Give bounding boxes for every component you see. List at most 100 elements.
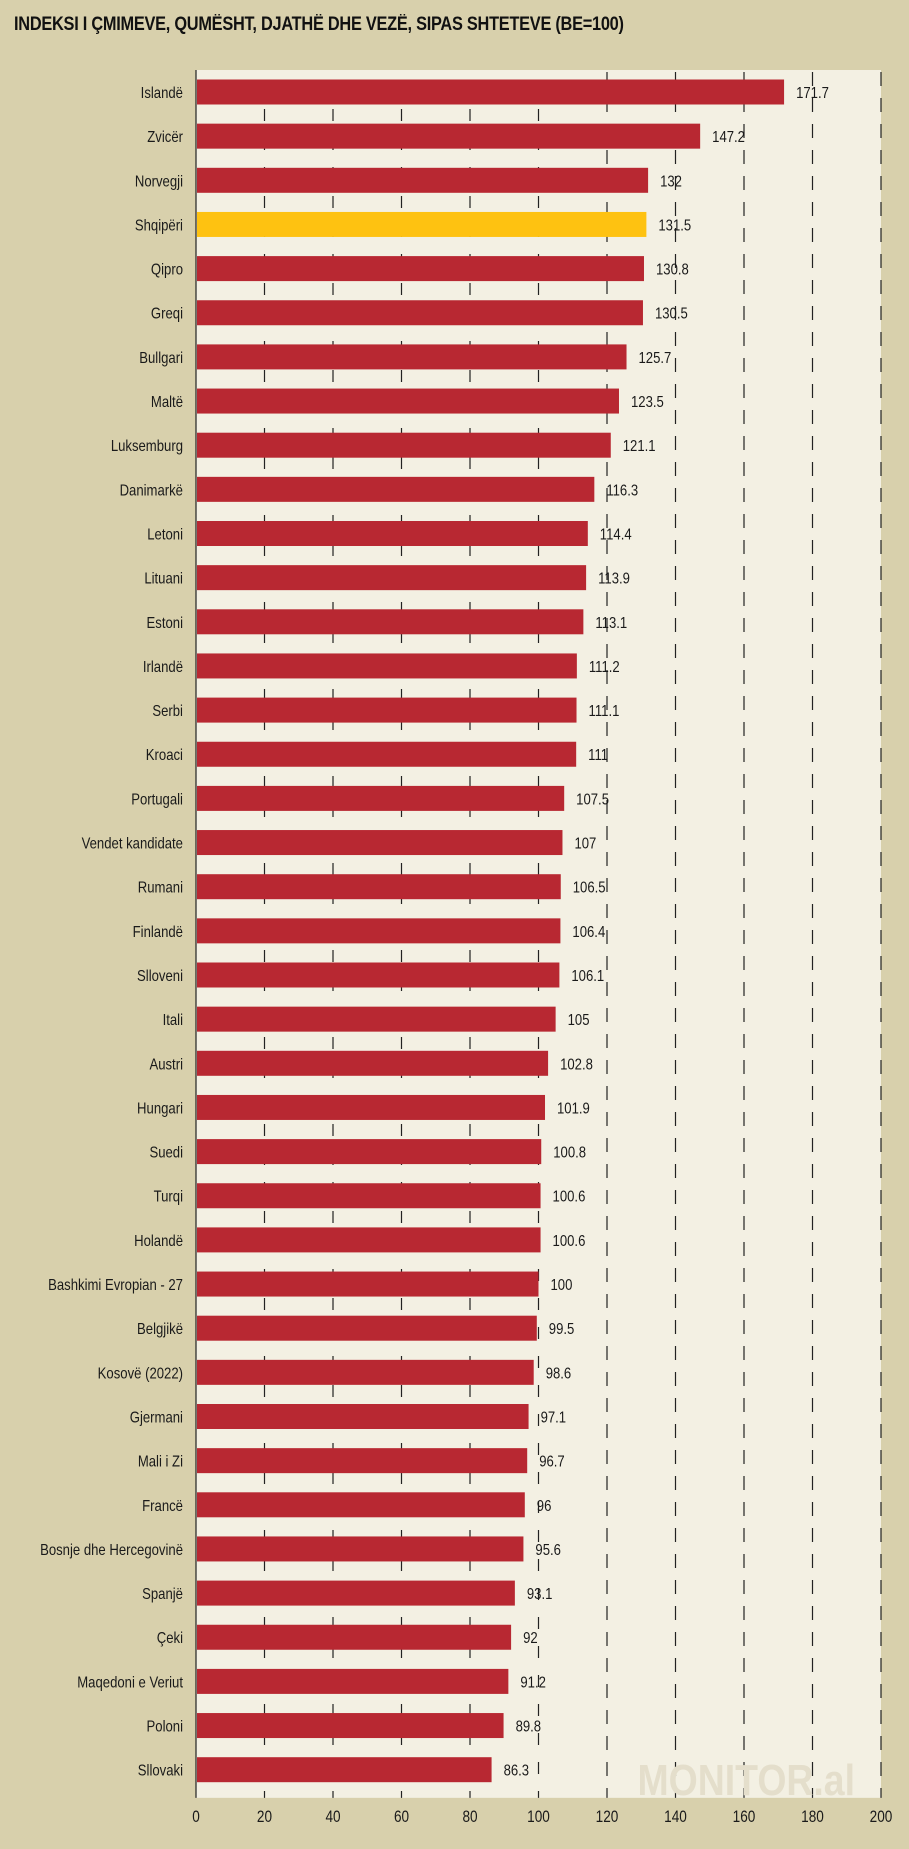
bar (197, 1139, 542, 1165)
value-label: 107.5 (576, 791, 609, 808)
value-label: 89.8 (516, 1718, 542, 1735)
bar (197, 432, 611, 458)
category-label: Rumani (138, 880, 183, 897)
value-label: 106.4 (572, 924, 605, 941)
value-label: 96 (537, 1498, 552, 1515)
x-tick-label: 120 (596, 1807, 619, 1826)
bar (197, 1404, 529, 1429)
category-label: Kosovë (2022) (98, 1365, 183, 1382)
category-label: Austri (149, 1056, 183, 1073)
x-tick-label: 20 (257, 1807, 272, 1826)
category-label: Irlandë (143, 659, 183, 676)
value-label: 106.1 (571, 968, 604, 985)
category-label: Shqipëri (135, 217, 183, 234)
bar (197, 1713, 504, 1739)
value-label: 147.2 (712, 129, 745, 146)
value-label: 86.3 (504, 1763, 530, 1780)
bar (197, 1050, 549, 1076)
category-label: Bullgari (139, 350, 183, 367)
category-label: Poloni (147, 1718, 183, 1735)
x-tick-label: 200 (870, 1807, 893, 1826)
value-label: 100.6 (553, 1233, 586, 1250)
bar (197, 830, 563, 856)
bar (197, 211, 647, 237)
x-tick-label: 100 (527, 1807, 550, 1826)
category-label: Slloveni (137, 968, 183, 985)
category-label: Serbi (152, 703, 183, 720)
value-label: 111.1 (589, 703, 620, 720)
category-label: Hungari (137, 1100, 183, 1117)
category-label: Maltë (151, 394, 183, 411)
category-label: Zvicër (147, 129, 183, 146)
bar (197, 167, 649, 193)
category-label: Kroaci (146, 747, 183, 764)
value-label: 98.6 (546, 1365, 572, 1382)
bar (197, 1668, 509, 1694)
value-label: 105 (568, 1012, 590, 1029)
bar (197, 1492, 525, 1518)
category-label: Itali (163, 1012, 183, 1029)
chart-title: INDEKSI I ÇMIMEVE, QUMËSHT, DJATHË DHE V… (14, 14, 624, 35)
value-label: 130.5 (655, 306, 688, 323)
value-label: 96.7 (539, 1454, 565, 1471)
value-label: 101.9 (557, 1100, 590, 1117)
bar (197, 697, 577, 723)
value-label: 95.6 (535, 1542, 561, 1559)
category-label: Finlandë (133, 924, 183, 941)
category-label: Portugali (131, 791, 183, 808)
category-label: Luksemburg (111, 438, 183, 455)
bar (197, 256, 644, 282)
category-label: Qipro (151, 261, 183, 278)
bar (197, 1315, 537, 1341)
value-label: 100 (551, 1277, 573, 1294)
value-label: 171.7 (796, 85, 829, 102)
bar (197, 1359, 534, 1385)
x-tick-label: 60 (394, 1807, 409, 1826)
category-label: Spanjë (142, 1586, 183, 1603)
bar (197, 741, 577, 767)
bar (197, 962, 560, 988)
category-label: Belgjikë (137, 1321, 183, 1338)
value-label: 113.9 (598, 571, 630, 588)
value-label: 125.7 (639, 350, 672, 367)
category-label: Letoni (147, 526, 183, 543)
bar (197, 388, 619, 414)
category-label: Lituani (144, 571, 183, 588)
x-tick-label: 180 (801, 1807, 824, 1826)
bar (197, 1271, 539, 1297)
x-tick-label: 140 (664, 1807, 687, 1826)
category-label: Estoni (147, 615, 183, 632)
category-label: Islandë (141, 85, 183, 102)
value-label: 100.8 (553, 1144, 586, 1161)
category-label: Holandë (134, 1233, 183, 1250)
bar (197, 1227, 541, 1253)
category-label: Vendet kandidate (82, 835, 183, 852)
value-label: 131.5 (658, 217, 691, 234)
bar (197, 1757, 492, 1783)
category-label: Turqi (154, 1189, 183, 1206)
value-label: 97.1 (541, 1409, 567, 1426)
category-label: Norvegji (135, 173, 183, 190)
category-label: Mali i Zi (138, 1454, 183, 1471)
bar (197, 653, 577, 679)
category-label: Suedi (149, 1144, 183, 1161)
bar (197, 1006, 556, 1032)
value-label: 100.6 (553, 1189, 586, 1206)
category-label: Gjermani (130, 1409, 183, 1426)
x-tick-label: 160 (733, 1807, 756, 1826)
bar (197, 1448, 528, 1474)
category-label: Çeki (157, 1630, 183, 1647)
bar (197, 609, 584, 635)
category-label: Greqi (151, 306, 183, 323)
value-label: 114.4 (600, 526, 632, 543)
bar (197, 785, 565, 811)
category-label: Bosnje dhe Hercegovinë (40, 1542, 183, 1559)
value-label: 106.5 (573, 880, 606, 897)
value-label: 123.5 (631, 394, 664, 411)
bar (197, 1094, 546, 1120)
value-label: 111 (588, 747, 608, 764)
category-label: Francë (142, 1498, 183, 1515)
bar (197, 344, 627, 370)
category-label: Sllovaki (138, 1763, 183, 1780)
